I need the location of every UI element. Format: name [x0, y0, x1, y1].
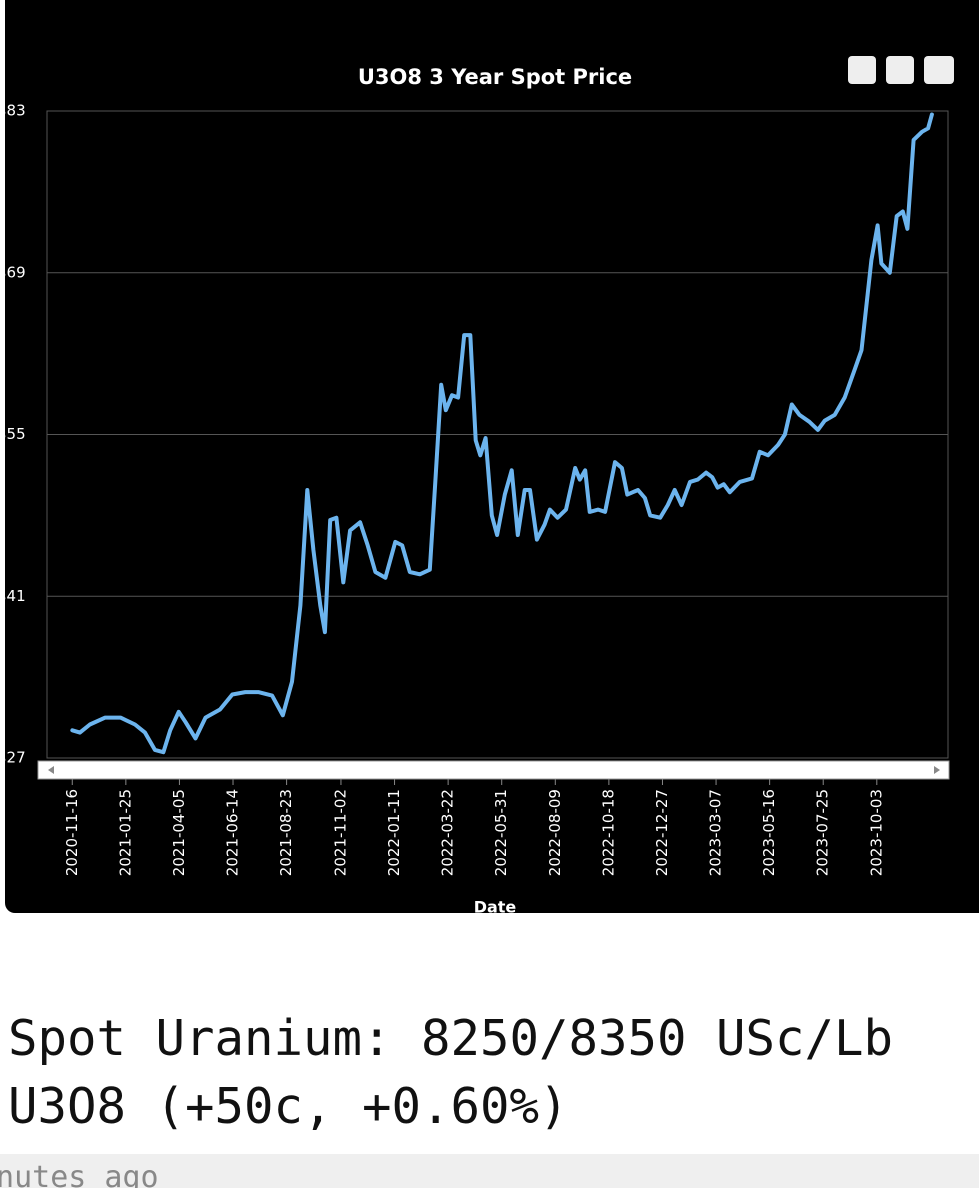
- x-tick-label: 2023-05-16: [760, 789, 778, 876]
- footer-text: inutes ago: [0, 1160, 159, 1188]
- y-tick-label: $55: [0, 425, 26, 443]
- chart-background: [5, 0, 979, 913]
- footer-bar: inutes ago: [0, 1154, 979, 1188]
- x-tick-label: 2021-11-02: [331, 789, 349, 876]
- x-tick-label: 2023-07-25: [814, 789, 832, 876]
- x-tick-label: 2022-12-27: [653, 789, 671, 876]
- reset-button[interactable]: [886, 56, 914, 84]
- x-tick-label: 2021-01-25: [116, 789, 134, 876]
- x-tick-label: 2021-04-05: [170, 789, 188, 876]
- x-tick-label: 2022-01-11: [385, 789, 403, 876]
- x-tick-label: 2022-05-31: [492, 789, 510, 876]
- zoom-button[interactable]: [848, 56, 876, 84]
- x-tick-label: 2021-06-14: [224, 789, 242, 876]
- y-tick-label: $41: [0, 587, 26, 605]
- y-tick-label: $27: [0, 749, 26, 767]
- price-caption: Spot Uranium: 8250/8350 USc/Lb U3O8 (+50…: [8, 1010, 894, 1135]
- y-tick-label: $69: [0, 263, 26, 281]
- x-tick-label: 2023-10-03: [867, 789, 885, 876]
- scroll-right[interactable]: [934, 766, 940, 774]
- x-tick-label: 2022-03-22: [439, 789, 457, 876]
- x-tick-label: 2022-08-09: [546, 789, 564, 876]
- scroll-left[interactable]: [48, 766, 54, 774]
- x-tick-label: 2023-03-07: [707, 789, 725, 876]
- chart: U3O8 3 Year Spot Price Date $27 $41 $55 $69…: [0, 0, 979, 917]
- pin-button[interactable]: [924, 56, 954, 84]
- chart-title: U3O8 3 Year Spot Price: [358, 65, 632, 89]
- x-tick-label: 2020-11-16: [63, 789, 81, 876]
- price-line: [70, 112, 934, 755]
- x-tick-label: 2022-10-18: [599, 789, 617, 876]
- x-tick-label: 2021-08-23: [277, 789, 295, 876]
- y-tick-label: $83: [0, 102, 26, 120]
- scrollbar[interactable]: [37, 760, 950, 780]
- x-axis-label: Date: [474, 898, 517, 917]
